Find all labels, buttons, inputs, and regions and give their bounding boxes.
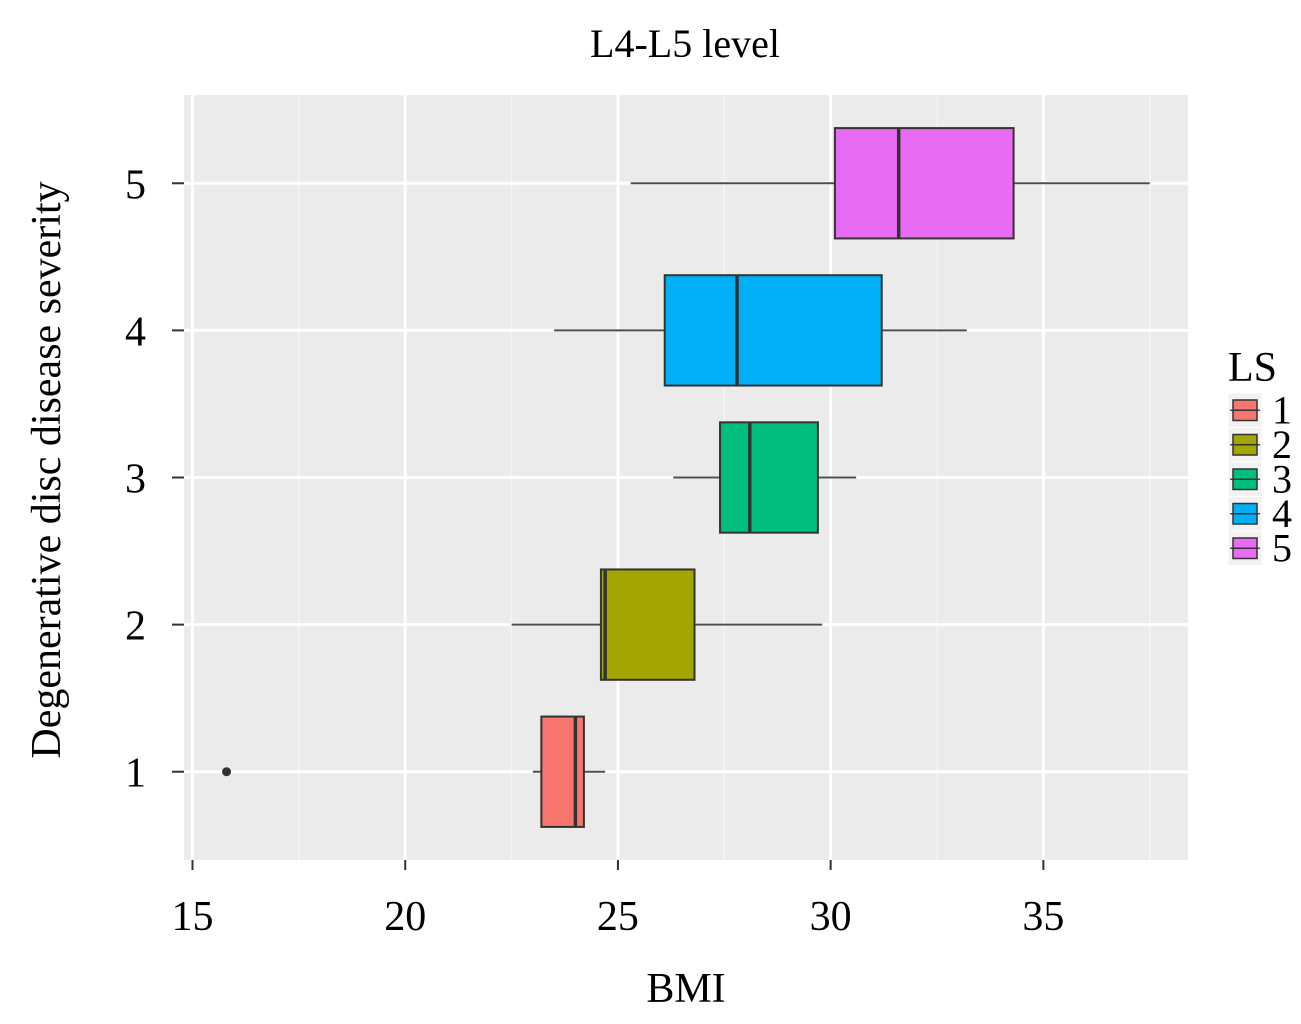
legend-title: LS [1228,345,1277,391]
legend-entry-1: 1 [1227,388,1292,433]
y-axis-label: Degenerative disc disease severity [24,181,70,758]
x-axis: 15 20 25 30 35 [172,860,1064,940]
box-group-4 [554,274,967,387]
y-tick-label: 5 [125,162,146,208]
legend-entry-4: 4 [1227,491,1292,536]
y-tick-label: 2 [125,604,146,650]
legend-label: 1 [1272,388,1292,433]
box-iqr [599,568,696,681]
outlier-point [222,767,232,777]
y-axis: 1 2 3 4 5 [125,162,184,797]
legend-label: 5 [1272,526,1292,571]
legend-label: 4 [1272,491,1292,536]
legend-label: 2 [1272,422,1292,467]
box-group-3 [673,421,857,534]
y-tick-label: 3 [125,457,146,503]
y-tick-label: 1 [125,751,146,797]
box-iqr [833,127,1015,240]
x-tick-label: 15 [172,894,214,940]
box-group-5 [630,127,1150,240]
box-group-1 [222,715,606,828]
box-iqr [540,715,585,828]
boxes [222,127,1150,828]
box-iqr [663,274,883,387]
x-axis-label: BMI [646,966,725,1012]
chart-title: L4-L5 level [590,21,780,66]
legend-entry-2: 2 [1227,422,1292,467]
y-tick-label: 4 [125,309,146,355]
x-tick-label: 25 [597,894,639,940]
box-group-2 [511,568,823,681]
x-tick-label: 20 [384,894,426,940]
legend-entry-3: 3 [1227,457,1292,502]
legend-label: 3 [1272,457,1292,502]
box-iqr [719,421,819,534]
x-tick-label: 30 [810,894,852,940]
legend-entry-5: 5 [1227,526,1292,571]
x-tick-label: 35 [1022,894,1064,940]
